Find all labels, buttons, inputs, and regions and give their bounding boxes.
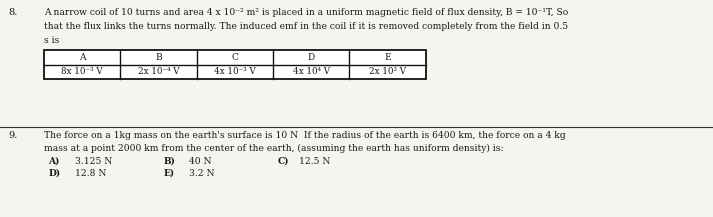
Text: that the flux links the turns normally. The induced emf in the coil if it is rem: that the flux links the turns normally. … <box>44 22 568 31</box>
Text: A narrow coil of 10 turns and area 4 x 10⁻² m² is placed in a uniform magnetic f: A narrow coil of 10 turns and area 4 x 1… <box>44 8 568 17</box>
Text: 40 N: 40 N <box>189 157 212 166</box>
Text: 4x 10⁴ V: 4x 10⁴ V <box>292 67 330 76</box>
Text: 2x 10⁻⁴ V: 2x 10⁻⁴ V <box>138 67 180 76</box>
Text: E: E <box>384 53 391 62</box>
Bar <box>44 50 426 79</box>
Text: 8.: 8. <box>9 8 18 17</box>
Text: 8x 10⁻³ V: 8x 10⁻³ V <box>61 67 103 76</box>
Text: E): E) <box>164 169 175 178</box>
Text: 2x 10³ V: 2x 10³ V <box>369 67 406 76</box>
Text: B: B <box>155 53 162 62</box>
Text: 3.125 N: 3.125 N <box>75 157 112 166</box>
Text: A: A <box>79 53 86 62</box>
Text: s is: s is <box>44 36 60 45</box>
Text: mass at a point 2000 km from the center of the earth, (assuming the earth has un: mass at a point 2000 km from the center … <box>44 144 504 153</box>
Text: C): C) <box>278 157 289 166</box>
Text: 4x 10⁻³ V: 4x 10⁻³ V <box>214 67 256 76</box>
Text: 12.8 N: 12.8 N <box>75 169 106 178</box>
Text: B): B) <box>164 157 176 166</box>
Text: D): D) <box>48 169 61 178</box>
Text: D: D <box>307 53 315 62</box>
Text: 3.2 N: 3.2 N <box>189 169 215 178</box>
Text: 12.5 N: 12.5 N <box>299 157 331 166</box>
Text: A): A) <box>48 157 60 166</box>
Text: The force on a 1kg mass on the earth's surface is 10 N  If the radius of the ear: The force on a 1kg mass on the earth's s… <box>44 131 566 140</box>
Text: 9.: 9. <box>9 131 18 140</box>
Text: C: C <box>232 53 238 62</box>
